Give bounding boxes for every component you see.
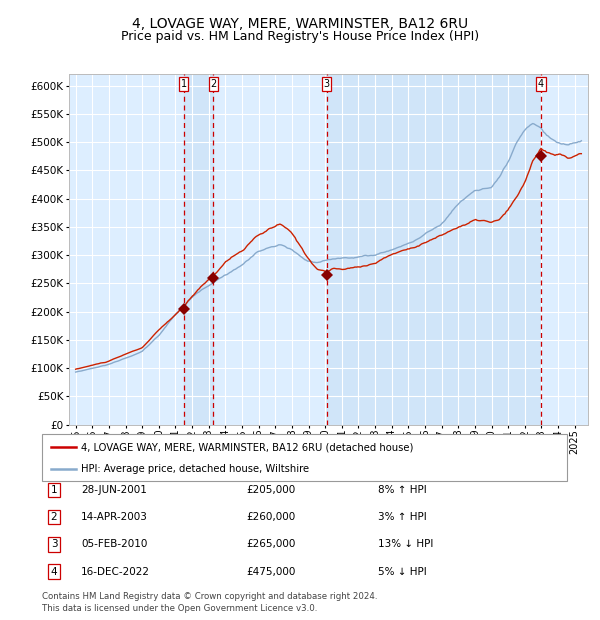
- Text: 4: 4: [50, 567, 58, 577]
- Text: 8% ↑ HPI: 8% ↑ HPI: [378, 485, 427, 495]
- Text: 3% ↑ HPI: 3% ↑ HPI: [378, 512, 427, 522]
- Text: Contains HM Land Registry data © Crown copyright and database right 2024.
This d: Contains HM Land Registry data © Crown c…: [42, 592, 377, 613]
- Text: 4: 4: [538, 79, 544, 89]
- FancyBboxPatch shape: [42, 434, 567, 481]
- Text: 1: 1: [50, 485, 58, 495]
- Text: 2: 2: [50, 512, 58, 522]
- Text: 4, LOVAGE WAY, MERE, WARMINSTER, BA12 6RU: 4, LOVAGE WAY, MERE, WARMINSTER, BA12 6R…: [132, 17, 468, 32]
- Text: 4, LOVAGE WAY, MERE, WARMINSTER, BA12 6RU (detached house): 4, LOVAGE WAY, MERE, WARMINSTER, BA12 6R…: [82, 442, 414, 452]
- Text: 2: 2: [210, 79, 217, 89]
- Text: 3: 3: [50, 539, 58, 549]
- Text: 5% ↓ HPI: 5% ↓ HPI: [378, 567, 427, 577]
- Text: 3: 3: [323, 79, 330, 89]
- Bar: [184, 74, 214, 425]
- Text: £475,000: £475,000: [246, 567, 295, 577]
- Text: HPI: Average price, detached house, Wiltshire: HPI: Average price, detached house, Wilt…: [82, 464, 310, 474]
- Text: 13% ↓ HPI: 13% ↓ HPI: [378, 539, 433, 549]
- Bar: [326, 74, 541, 425]
- Text: £205,000: £205,000: [246, 485, 295, 495]
- Text: 14-APR-2003: 14-APR-2003: [81, 512, 148, 522]
- Text: 28-JUN-2001: 28-JUN-2001: [81, 485, 147, 495]
- Text: 05-FEB-2010: 05-FEB-2010: [81, 539, 148, 549]
- Text: £265,000: £265,000: [246, 539, 295, 549]
- Text: £260,000: £260,000: [246, 512, 295, 522]
- Text: 1: 1: [181, 79, 187, 89]
- Text: 16-DEC-2022: 16-DEC-2022: [81, 567, 150, 577]
- Text: Price paid vs. HM Land Registry's House Price Index (HPI): Price paid vs. HM Land Registry's House …: [121, 30, 479, 43]
